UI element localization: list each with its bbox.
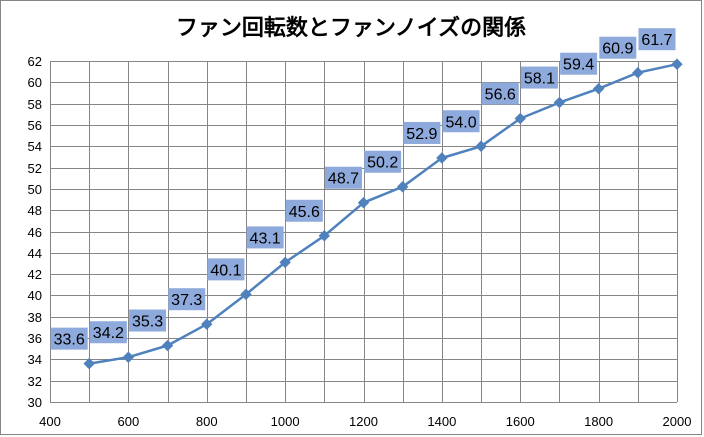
data-point-marker	[122, 351, 135, 363]
series-line	[83, 58, 683, 370]
y-tick-label: 30	[28, 395, 42, 410]
gridlines	[50, 61, 678, 403]
data-label: 54.0	[445, 114, 476, 131]
data-point-marker	[161, 339, 174, 352]
data-label: 59.4	[563, 57, 594, 74]
x-tick-label: 800	[196, 414, 218, 429]
x-tick-label: 1200	[349, 414, 378, 429]
x-tick-label: 1800	[584, 414, 613, 429]
data-label-box	[129, 309, 167, 332]
data-label-box	[442, 110, 480, 133]
data-label: 56.6	[485, 87, 516, 104]
y-tick-label: 34	[28, 352, 42, 367]
data-label-box	[207, 258, 245, 281]
data-label: 48.7	[328, 171, 359, 188]
y-tick-label: 54	[28, 139, 42, 154]
y-tick-label: 38	[28, 310, 42, 325]
data-label-box	[364, 150, 402, 173]
data-label: 61.7	[641, 32, 672, 49]
data-label-box	[89, 321, 127, 344]
data-point-marker	[83, 357, 95, 370]
y-tick-label: 52	[28, 161, 42, 176]
y-tick-label: 50	[28, 182, 42, 197]
data-point-marker	[671, 58, 683, 70]
data-label-box	[599, 36, 637, 59]
data-label: 45.6	[289, 204, 320, 221]
data-point-marker	[436, 152, 448, 164]
data-point-marker	[553, 96, 566, 109]
y-tick-label: 32	[28, 374, 42, 389]
data-label: 40.1	[210, 262, 241, 279]
data-label-box	[638, 28, 676, 51]
data-point-marker	[318, 230, 331, 242]
data-label: 37.3	[171, 292, 202, 309]
data-label: 58.1	[524, 71, 555, 88]
data-label-box	[246, 226, 284, 249]
y-tick-label: 56	[28, 118, 42, 133]
x-tick-label: 400	[39, 414, 61, 429]
chart-title: ファン回転数とファンノイズの関係	[175, 16, 527, 41]
x-tick-label: 1400	[427, 414, 456, 429]
y-tick-label: 46	[28, 225, 42, 240]
y-tick-label: 60	[28, 75, 42, 90]
y-tick-label: 62	[28, 54, 42, 69]
data-label-box	[403, 121, 441, 144]
data-label: 33.6	[54, 332, 85, 349]
data-point-marker	[240, 288, 252, 301]
y-tick-label: 40	[28, 288, 42, 303]
y-axis-ticks: 30 32 34 36 38 40 42 44 46 48 50 52 54 56 58 60 62	[28, 54, 42, 410]
x-axis-ticks: 400 600 800 1000 1200 1400 1600 1800 2000	[39, 414, 691, 429]
data-point-marker	[475, 140, 487, 152]
y-tick-label: 58	[28, 97, 42, 112]
data-label-box	[481, 82, 519, 105]
data-point-marker	[357, 197, 370, 209]
data-labels: 33.6 34.2 35.3 37.3 40.1 43.1 45.6 48.7 50.2 52.9…	[50, 28, 676, 350]
data-label: 43.1	[250, 230, 281, 247]
data-point-marker	[632, 67, 644, 79]
data-label-box	[325, 166, 362, 189]
y-tick-label: 42	[28, 267, 42, 282]
data-label-box	[520, 66, 558, 89]
data-point-marker	[514, 112, 526, 125]
x-tick-label: 2000	[663, 414, 692, 429]
x-tick-label: 1600	[506, 414, 535, 429]
data-point-marker	[396, 181, 409, 193]
x-tick-label: 600	[118, 414, 140, 429]
data-label-box	[168, 288, 206, 311]
y-tick-label: 36	[28, 331, 42, 346]
data-point-marker	[279, 256, 291, 269]
data-label: 60.9	[602, 41, 633, 58]
series-line-path	[88, 62, 678, 365]
data-point-marker	[201, 318, 213, 330]
y-tick-label: 48	[28, 203, 42, 218]
data-label: 50.2	[367, 155, 398, 172]
data-label: 34.2	[93, 325, 124, 342]
data-label: 52.9	[406, 126, 437, 143]
y-tick-label: 44	[28, 246, 42, 261]
data-label-box	[50, 327, 88, 350]
data-point-marker	[592, 82, 605, 95]
data-label-box	[560, 52, 598, 75]
x-tick-label: 1000	[271, 414, 300, 429]
data-label-box	[285, 199, 323, 222]
data-label: 35.3	[132, 314, 163, 331]
